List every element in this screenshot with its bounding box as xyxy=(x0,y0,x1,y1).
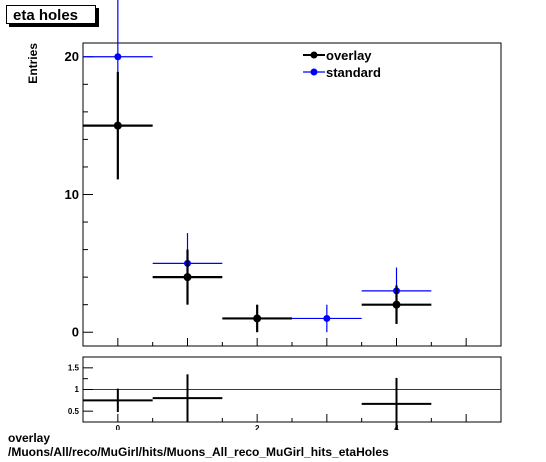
overlay-series-point xyxy=(222,304,292,333)
main-plot-frame xyxy=(82,42,502,347)
main-y-axis-label: Entries xyxy=(26,43,40,84)
legend-label-overlay: overlay xyxy=(326,48,372,63)
histogram-title: eta holes xyxy=(6,5,96,24)
standard-series-marker xyxy=(323,314,331,322)
legend-marker-overlay xyxy=(310,51,318,59)
overlay-series-marker xyxy=(113,121,122,130)
footer-histogram-path: /Muons/All/reco/MuGirl/hits/Muons_All_re… xyxy=(8,445,389,459)
chart-canvas: 01020Entriesoverlaystandard0240.511.5 xyxy=(26,0,502,430)
legend-marker-standard xyxy=(310,68,318,76)
ratio-x-tick-label: 2 xyxy=(255,424,260,430)
overlay-series-marker xyxy=(253,314,262,323)
legend-label-standard: standard xyxy=(326,65,381,80)
main-y-tick-label: 20 xyxy=(65,49,79,64)
ratio-y-tick-label: 1 xyxy=(75,385,80,394)
main-y-tick-label: 10 xyxy=(65,187,79,202)
ratio-x-tick-label: 0 xyxy=(116,424,121,430)
footer: overlay /Muons/All/reco/MuGirl/hits/Muon… xyxy=(8,431,389,459)
overlay-series-point xyxy=(152,249,223,305)
standard-series-marker xyxy=(114,53,122,61)
ratio-y-tick-label: 1.5 xyxy=(68,364,80,373)
ratio-series-point xyxy=(83,388,153,413)
main-y-tick-label: 0 xyxy=(72,325,79,340)
ratio-series-point xyxy=(361,377,432,430)
standard-series-point xyxy=(292,304,362,333)
overlay-series-point xyxy=(83,71,153,180)
overlay-series-point xyxy=(361,285,432,324)
footer-line-1: overlay xyxy=(8,431,51,445)
overlay-series-marker xyxy=(392,300,401,309)
ratio-series-point xyxy=(152,374,223,422)
ratio-y-tick-label: 0.5 xyxy=(68,407,80,416)
overlay-series-marker xyxy=(183,273,192,282)
